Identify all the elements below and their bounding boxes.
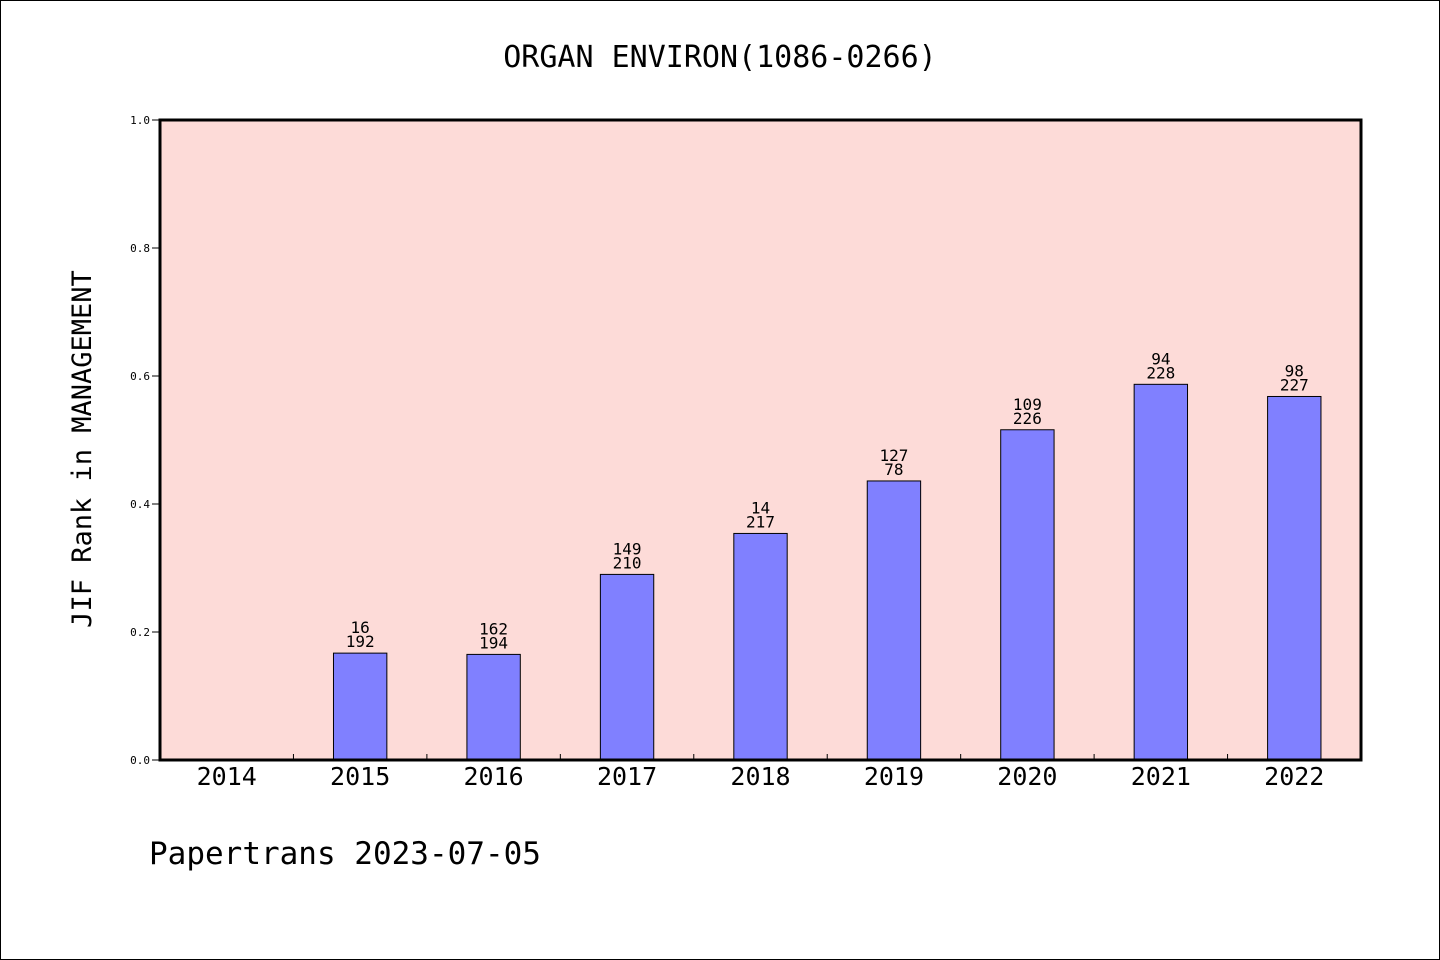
- bars-group: [332, 383, 1322, 761]
- bar-label-bottom: 228: [1146, 363, 1175, 382]
- bar-label-bottom: 226: [1013, 409, 1042, 428]
- x-axis: 2014 2015 2016 2017 2018 2019 2020 2021 2022: [197, 754, 1324, 791]
- y-axis: 0.0 0.2 0.4 0.6 0.8 1.0: [130, 114, 160, 767]
- bar-label-top: 162: [479, 619, 508, 638]
- x-tick-label: 2015: [330, 762, 390, 791]
- bar-label-top: 14: [751, 498, 770, 517]
- y-tick-label: 0.6: [130, 370, 150, 383]
- x-tick-label: 2020: [997, 762, 1057, 791]
- x-tick-label: 2017: [597, 762, 657, 791]
- x-tick-label: 2018: [730, 762, 790, 791]
- y-axis-label: JIF Rank in MANAGEMENT: [67, 270, 98, 628]
- x-tick-label: 2016: [464, 762, 524, 791]
- bar-label-top: 94: [1151, 349, 1170, 368]
- y-tick-label: 0.2: [130, 626, 150, 639]
- bar-2021: [1133, 383, 1189, 761]
- y-tick-label: 1.0: [130, 114, 150, 127]
- bar-label-bottom: 194: [479, 633, 508, 652]
- plot-frame: [158, 118, 1363, 762]
- x-tick-label: 2021: [1131, 762, 1191, 791]
- bar-2019: [866, 480, 922, 761]
- bar-2020: [1000, 429, 1055, 761]
- bar-2015: [332, 652, 388, 761]
- x-tick-label: 2022: [1264, 762, 1324, 791]
- bar-label-bottom: 210: [613, 553, 642, 572]
- x-tick-label: 2019: [864, 762, 924, 791]
- x-tick-label: 2014: [197, 762, 257, 791]
- y-tick-label: 0.4: [130, 498, 150, 511]
- bar-label-top: 16: [351, 618, 370, 637]
- y-tick-label: 0.8: [130, 242, 150, 255]
- chart-title: ORGAN ENVIRON(1086-0266): [503, 40, 936, 75]
- bar-label-bottom: 192: [346, 632, 375, 651]
- bar-label-bottom: 227: [1280, 375, 1309, 394]
- bar-2016: [466, 653, 521, 761]
- bar-label-bottom: 78: [884, 460, 903, 479]
- bar-2017: [599, 573, 655, 761]
- bar-label-top: 149: [613, 539, 642, 558]
- bar-label-top: 98: [1285, 361, 1304, 380]
- bar-2022: [1267, 395, 1322, 761]
- bar-2018: [733, 532, 788, 761]
- y-tick-label: 0.0: [130, 754, 150, 767]
- bar-label-top: 127: [879, 446, 908, 465]
- bar-label-bottom: 217: [746, 512, 775, 531]
- bar-label-top: 109: [1013, 395, 1042, 414]
- footer-text: Papertrans 2023-07-05: [149, 836, 541, 872]
